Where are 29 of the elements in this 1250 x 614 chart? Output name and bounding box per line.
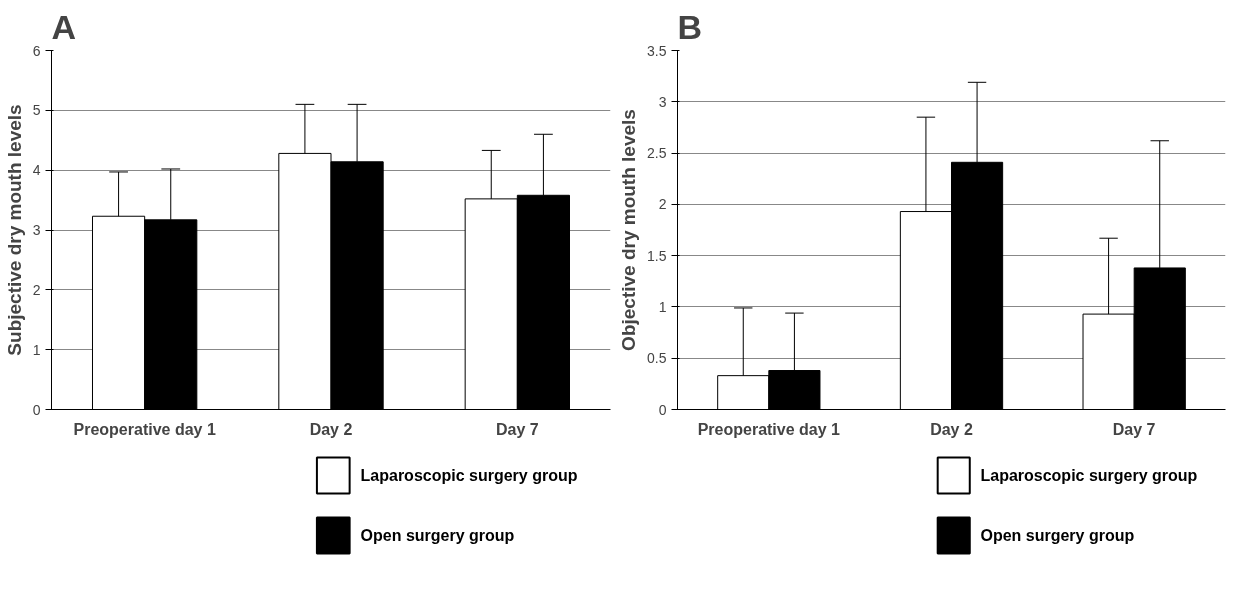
legend-label: Open surgery group (980, 527, 1135, 544)
x-tick-label: Day 7 (1112, 420, 1156, 438)
y-tick-label: 0 (658, 401, 667, 418)
y-tick-label: 0.5 (647, 350, 667, 367)
y-tick-label: 3.5 (647, 42, 667, 59)
chart-title: B (677, 7, 703, 46)
legend-label: Open surgery group (360, 527, 515, 544)
y-tick-label: 0 (32, 401, 41, 418)
y-tick-label: 3 (658, 93, 667, 110)
x-tick-label: Preoperative day 1 (697, 420, 841, 438)
y-tick-label: 2 (658, 196, 667, 213)
legend-label: Laparoscopic surgery group (360, 467, 578, 484)
y-tick-label: 1 (32, 341, 41, 358)
y-tick-label: 2.5 (647, 145, 667, 162)
x-tick-label: Day 2 (930, 420, 973, 438)
x-tick-label: Preoperative day 1 (73, 420, 216, 438)
y-tick-label: 3 (32, 222, 41, 238)
y-tick-label: 6 (32, 42, 41, 59)
y-tick-label: 1 (658, 298, 667, 315)
y-tick-label: 2 (32, 281, 41, 298)
y-tick-label: 5 (32, 102, 41, 119)
y-axis-title: Objective dry mouth levels (618, 109, 640, 351)
x-tick-label: Day 7 (495, 420, 539, 438)
chart-title: A (51, 7, 77, 46)
y-axis-title: Subjective dry mouth levels (3, 104, 25, 356)
legend-label: Laparoscopic surgery group (980, 467, 1198, 484)
y-tick-label: 4 (32, 162, 41, 179)
x-tick-label: Day 2 (309, 420, 353, 438)
y-tick-label: 1.5 (647, 247, 667, 264)
